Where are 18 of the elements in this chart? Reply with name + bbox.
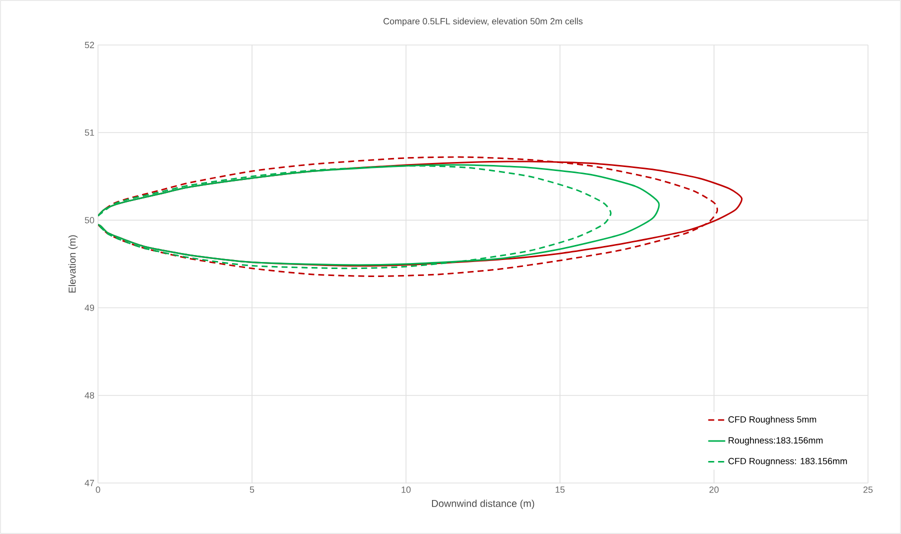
y-tick-label: 49 xyxy=(84,304,94,311)
y-tick-label: 51 xyxy=(84,129,94,136)
chart-title: Compare 0.5LFL sideview, elevation 50m 2m cells xyxy=(384,18,583,26)
x-axis-title: Downwind distance (m) xyxy=(432,500,534,509)
y-tick-label: 47 xyxy=(84,480,94,486)
x-tick-label: 0 xyxy=(96,486,100,493)
x-tick-label: 20 xyxy=(709,486,719,493)
x-tick-label: 10 xyxy=(402,486,411,493)
y-axis-title: Elevation (m) xyxy=(68,235,78,293)
x-tick-label: 25 xyxy=(863,486,873,493)
y-tick-label: 50 xyxy=(84,217,94,224)
x-tick-label: 5 xyxy=(250,486,254,493)
legend-label: Roughness:183.156mm xyxy=(728,436,823,446)
legend-label: CFD Roughness 5mm xyxy=(728,416,816,424)
x-tick-label: 15 xyxy=(556,486,565,493)
y-tick-label: 52 xyxy=(84,42,94,48)
y-tick-label: 48 xyxy=(84,392,94,399)
legend-label: CFD Rougnness: 183.156mm xyxy=(728,458,847,466)
